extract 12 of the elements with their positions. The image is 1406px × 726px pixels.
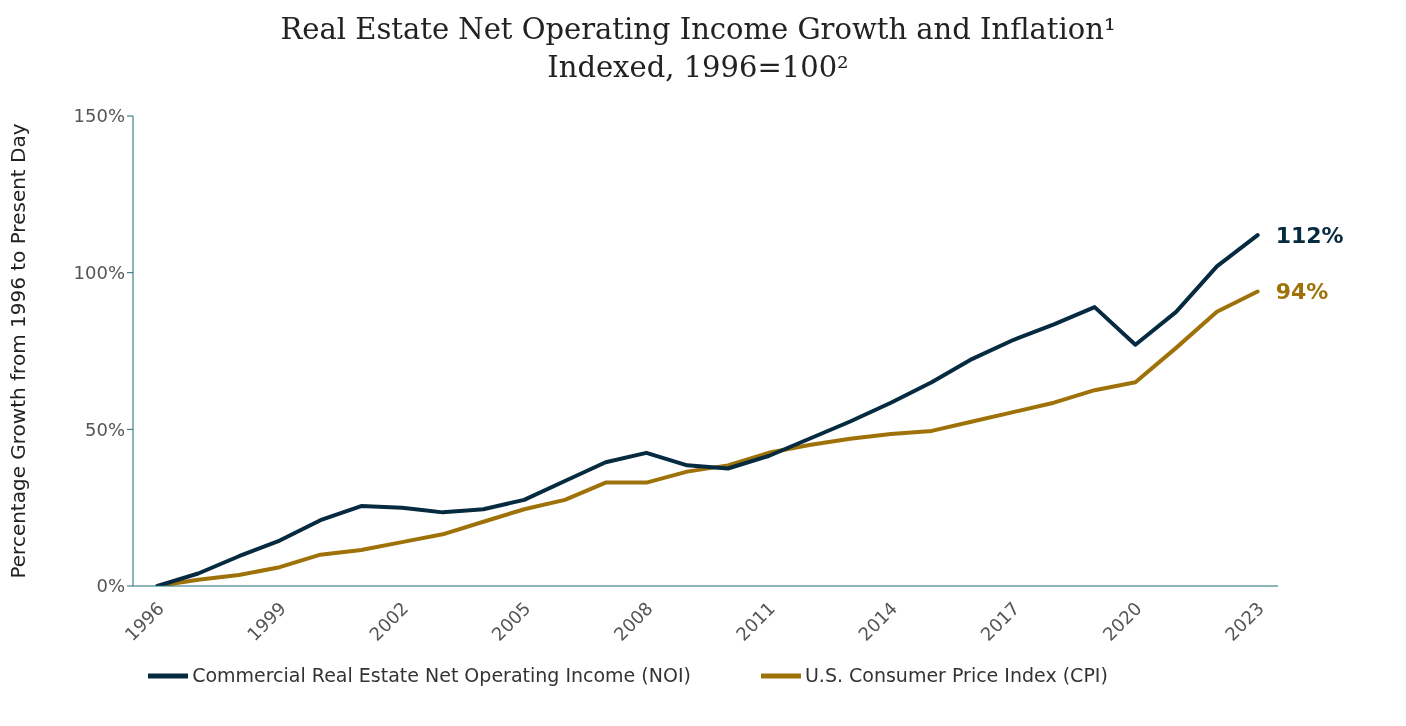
data-label: 112% [1275,223,1344,249]
chart-subtitle: Indexed, 1996=100² [546,49,850,86]
y-tick-label: 50% [84,418,125,440]
y-tick-label: 0% [96,575,125,597]
legend-label: Commercial Real Estate Net Operating Income (NOI) [192,663,691,686]
data-label: 94% [1275,279,1329,305]
y-axis-title: Percentage Growth from 1996 to Present Day [6,123,31,579]
line-series [155,233,1260,586]
legend-label: U.S. Consumer Price Index (CPI) [804,663,1108,686]
y-tick-label: 150% [73,105,125,127]
y-tick-label: 100% [73,262,125,284]
chart-title: Real Estate Net Operating Income Growth and Inflation¹ [279,11,1117,48]
